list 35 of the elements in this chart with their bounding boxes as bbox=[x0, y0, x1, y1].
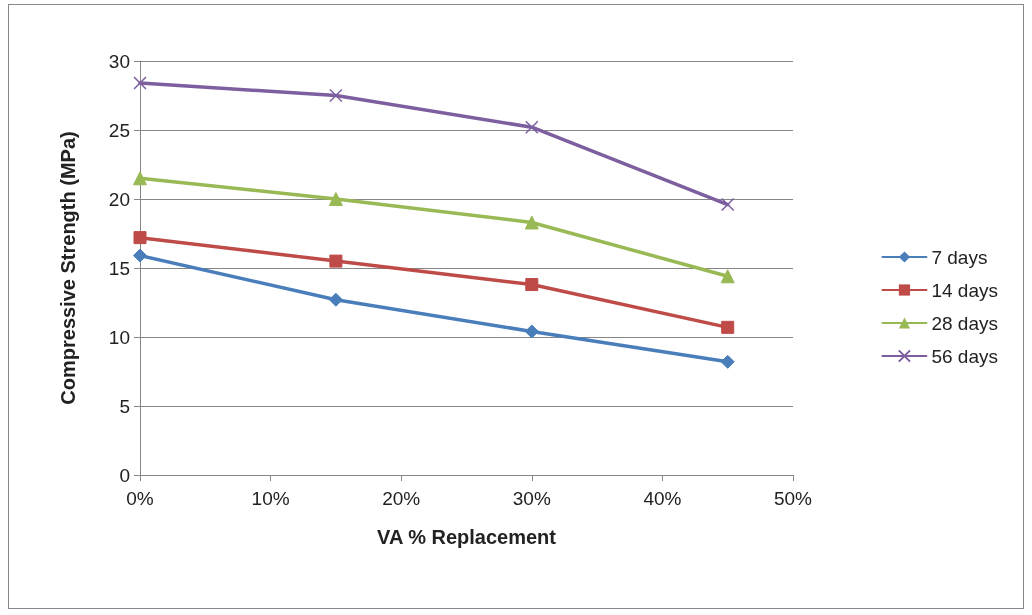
x-tick-label: 50% bbox=[773, 488, 813, 509]
point bbox=[525, 278, 539, 292]
point bbox=[720, 269, 735, 284]
point bbox=[133, 248, 147, 263]
x-tick-label: 30% bbox=[512, 488, 551, 509]
legend-label: 56 days bbox=[931, 345, 998, 367]
point bbox=[525, 120, 539, 134]
point bbox=[721, 320, 735, 334]
point bbox=[133, 231, 147, 245]
x-tick-label: 40% bbox=[643, 488, 682, 509]
point bbox=[720, 354, 735, 369]
y-tick-label: 25 bbox=[108, 119, 130, 141]
legend-label: 28 days bbox=[931, 312, 998, 334]
point bbox=[133, 171, 147, 186]
point bbox=[133, 76, 147, 90]
point bbox=[524, 324, 539, 339]
y-tick-label: 10 bbox=[108, 326, 130, 348]
point bbox=[329, 254, 343, 268]
point bbox=[720, 197, 735, 212]
y-tick-label: 20 bbox=[108, 188, 130, 210]
y-tick-label: 30 bbox=[108, 50, 130, 72]
y-tick-label: 0 bbox=[119, 464, 130, 486]
x-tick-label: 10% bbox=[251, 488, 290, 509]
x-tick-label: 20% bbox=[382, 488, 421, 509]
point bbox=[329, 88, 343, 103]
y-tick-label: 15 bbox=[108, 257, 130, 279]
y-tick-label: 5 bbox=[119, 395, 130, 417]
legend-label: 14 days bbox=[931, 279, 998, 301]
point bbox=[328, 292, 343, 307]
y-axis-title: Compressive Strength (MPa) bbox=[57, 131, 79, 405]
x-tick-label: 0% bbox=[126, 488, 154, 509]
x-axis-title: VA % Replacement bbox=[377, 526, 557, 548]
point bbox=[524, 215, 539, 230]
legend-label: 7 days bbox=[931, 246, 988, 268]
point bbox=[328, 192, 343, 206]
